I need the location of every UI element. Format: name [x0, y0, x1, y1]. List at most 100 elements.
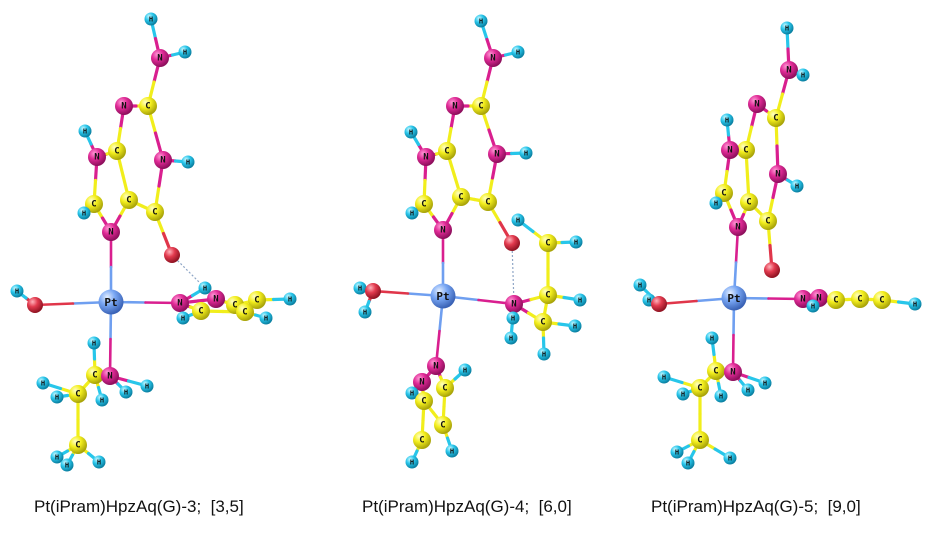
nitrogen-label: N [160, 156, 165, 166]
carbon-atom: C [69, 436, 87, 454]
hydrogen-label: H [358, 285, 362, 293]
hydrogen-sphere [714, 389, 728, 403]
oxygen-atom [504, 235, 520, 251]
nitrogen-label: N [754, 100, 759, 110]
hydrogen-label: H [145, 383, 149, 391]
nitrogen-sphere [102, 223, 120, 241]
carbon-label: C [442, 384, 447, 394]
nitrogen-atom: N [413, 373, 431, 391]
carbon-label: C [91, 200, 96, 210]
carbon-label: C [114, 147, 119, 157]
hydrogen-sphere [78, 124, 92, 138]
hydrogen-label: H [264, 315, 268, 323]
nitrogen-sphere [413, 373, 431, 391]
nitrogen-label: N [94, 153, 99, 163]
hydrogen-sphere [283, 292, 297, 306]
oxygen-atom [27, 297, 43, 313]
nitrogen-atom: N [115, 97, 133, 115]
nitrogen-atom: N [748, 95, 766, 113]
hydrogen-atom: H [119, 385, 133, 399]
carbon-atom: C [108, 142, 126, 160]
hydrogen-atom: H [405, 206, 419, 220]
hydrogen-sphere [181, 155, 195, 169]
hydrogen-atom: H [181, 155, 195, 169]
carbon-label: C [721, 189, 726, 199]
nitrogen-atom: N [207, 290, 225, 308]
carbon-atom: C [539, 234, 557, 252]
hydrogen-label: H [55, 454, 59, 462]
hydrogen-label: H [92, 340, 96, 348]
hydrogen-atom: H [283, 292, 297, 306]
hydrogen-sphere [144, 12, 158, 26]
hydrogen-sphere [50, 390, 64, 404]
carbon-atom: C [715, 184, 733, 202]
nitrogen-label: N [419, 378, 424, 388]
carbon-atom: C [192, 302, 210, 320]
carbon-atom: C [415, 392, 433, 410]
hydrogen-sphere [568, 319, 582, 333]
carbon-sphere [413, 431, 431, 449]
platinum-sphere [721, 285, 747, 311]
oxygen-sphere [504, 235, 520, 251]
carbon-atom: C [139, 97, 157, 115]
carbon-label: C [857, 295, 862, 305]
hydrogen-label: H [686, 460, 690, 468]
hydrogen-sphere [657, 370, 671, 384]
carbon-label: C [833, 296, 838, 306]
platinum-atom: Pt [98, 289, 124, 315]
hydrogen-sphere [36, 376, 50, 390]
nitrogen-label: N [213, 295, 218, 305]
nitrogen-sphere [780, 61, 798, 79]
hydrogen-sphere [119, 385, 133, 399]
carbon-label: C [75, 390, 80, 400]
hydrogen-atom: H [50, 450, 64, 464]
oxygen-atom [651, 296, 667, 312]
hydrogen-label: H [801, 72, 805, 80]
carbon-label: C [242, 308, 247, 318]
hydrogen-label: H [410, 210, 414, 218]
nitrogen-label: N [800, 295, 805, 305]
hydrogen-atom: H [178, 45, 192, 59]
carbon-atom: C [707, 362, 725, 380]
carbon-label: C [545, 239, 550, 249]
hydrogen-atom: H [36, 376, 50, 390]
hydrogen-label: H [288, 296, 292, 304]
nitrogen-sphere [101, 367, 119, 385]
hydrogen-bond-contact [511, 242, 515, 305]
hydrogen-sphere [670, 445, 684, 459]
nitrogen-atom: N [721, 141, 739, 159]
carbon-atom: C [472, 97, 490, 115]
nitrogen-label: N [735, 223, 740, 233]
hydrogen-atom: H [569, 235, 583, 249]
carbon-label: C [92, 371, 97, 381]
carbon-sphere [236, 303, 254, 321]
hydrogen-atom: H [573, 293, 587, 307]
hydrogen-atom: H [705, 331, 719, 345]
hydrogen-label: H [524, 150, 528, 158]
hydrogen-atom: H [198, 281, 212, 295]
hydrogen-sphere [709, 196, 723, 210]
hydrogen-label: H [811, 303, 815, 311]
hydrogen-atom: H [353, 281, 367, 295]
carbon-label: C [232, 301, 237, 311]
carbon-atom: C [827, 291, 845, 309]
carbon-sphere [691, 431, 709, 449]
carbon-sphere [436, 379, 454, 397]
nitrogen-label: N [727, 146, 732, 156]
hydrogen-sphere [176, 311, 190, 325]
caption-isomer-4: Pt(iPram)HpzAq(G)-4; [6,0] [362, 497, 572, 516]
hydrogen-atom: H [741, 383, 755, 397]
nitrogen-label: N [433, 362, 438, 372]
oxygen-atom [164, 247, 180, 263]
carbon-label: C [478, 102, 483, 112]
carbon-sphere [248, 291, 266, 309]
hydrogen-sphere [504, 331, 518, 345]
hydrogen-sphere [87, 336, 101, 350]
hydrogen-atom: H [758, 376, 772, 390]
nitrogen-atom: N [769, 165, 787, 183]
hydrogen-atom: H [504, 331, 518, 345]
hydrogen-label: H [710, 335, 714, 343]
nitrogen-sphere [488, 145, 506, 163]
